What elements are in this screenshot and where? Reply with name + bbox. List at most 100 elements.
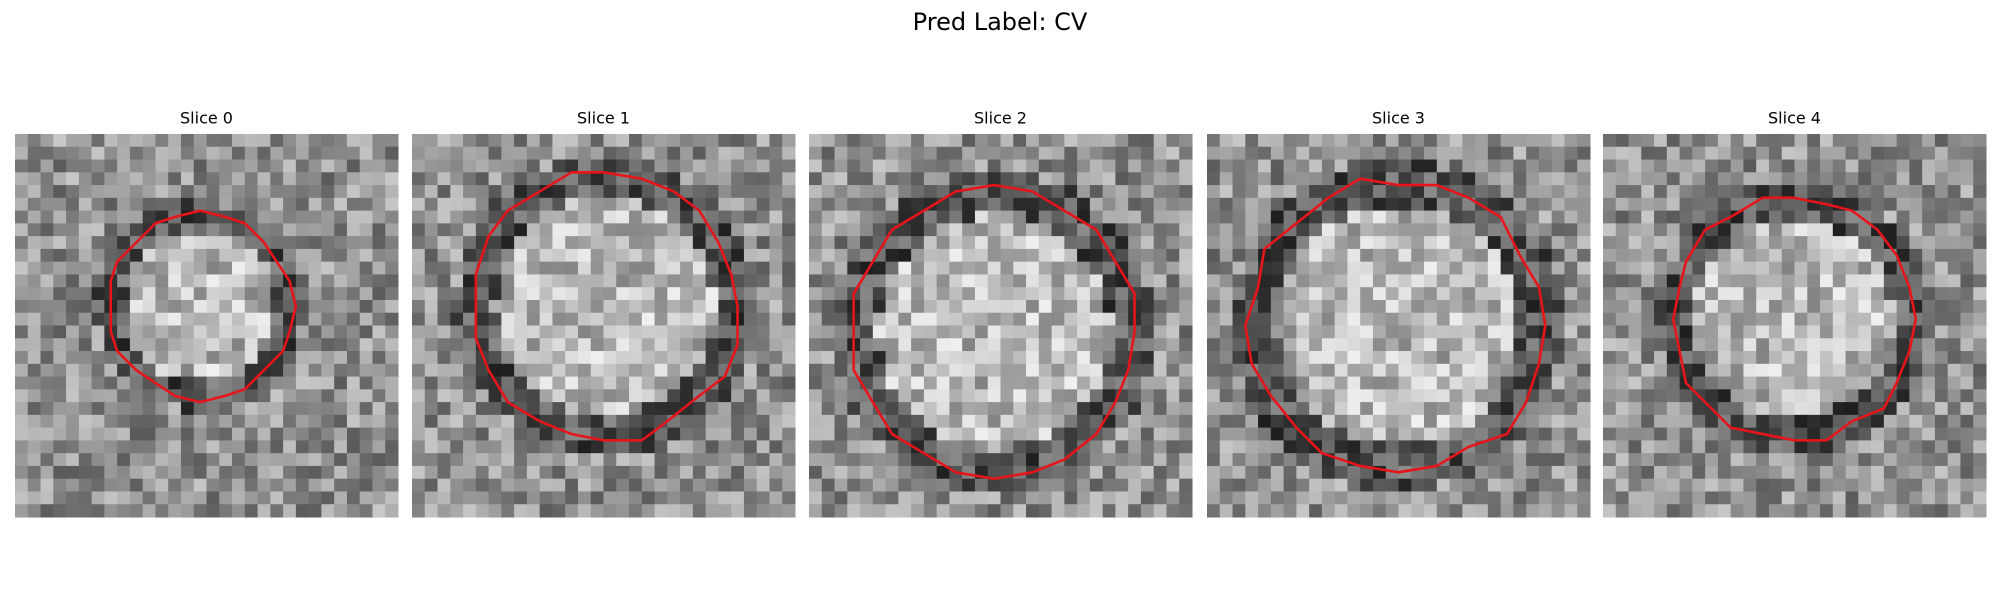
- pixel: [168, 159, 182, 173]
- pixel: [1051, 465, 1065, 480]
- pixel: [1102, 478, 1116, 492]
- pixel: [1372, 261, 1387, 275]
- pixel: [1411, 363, 1425, 378]
- pixel: [1513, 197, 1527, 212]
- pixel: [962, 134, 976, 148]
- pixel: [193, 299, 208, 314]
- pixel: [1064, 172, 1078, 186]
- pixel: [1871, 134, 1885, 148]
- pixel: [78, 248, 93, 263]
- pixel: [692, 414, 707, 429]
- pixel: [295, 261, 310, 275]
- pixel: [1641, 223, 1655, 237]
- pixel: [1385, 427, 1400, 441]
- pixel: [834, 248, 848, 263]
- pixel: [1115, 338, 1129, 352]
- pixel: [1756, 287, 1770, 301]
- pixel: [463, 402, 477, 416]
- pixel: [1411, 223, 1425, 237]
- pixel: [1934, 363, 1949, 378]
- pixel: [1883, 185, 1898, 199]
- pixel: [15, 274, 29, 288]
- pixel: [1487, 351, 1502, 365]
- pixel: [78, 440, 93, 454]
- pixel: [1321, 248, 1336, 263]
- pixel: [923, 363, 938, 378]
- pixel: [577, 274, 592, 288]
- pixel: [1000, 261, 1014, 275]
- pixel: [1730, 287, 1744, 301]
- pixel: [911, 351, 925, 365]
- pixel: [488, 134, 502, 148]
- pixel: [1296, 504, 1310, 518]
- pixel: [1207, 299, 1221, 314]
- pixel: [91, 248, 105, 263]
- pixel: [1934, 223, 1949, 237]
- pixel: [1551, 172, 1565, 186]
- pixel: [1000, 146, 1014, 161]
- pixel: [66, 427, 80, 441]
- pixel: [412, 414, 426, 429]
- pixel: [629, 414, 643, 429]
- pixel: [1424, 146, 1438, 161]
- pixel: [155, 478, 169, 492]
- pixel: [1692, 287, 1706, 301]
- pixel: [1385, 146, 1400, 161]
- pixel: [155, 504, 169, 518]
- pixel: [257, 351, 271, 365]
- pixel: [1232, 325, 1246, 339]
- pixel: [334, 197, 348, 212]
- pixel: [1730, 274, 1744, 288]
- pixel: [885, 210, 899, 224]
- pixel: [1807, 261, 1821, 275]
- pixel: [1064, 363, 1078, 378]
- pixel: [1654, 491, 1668, 505]
- pixel: [577, 376, 592, 390]
- pixel: [1705, 172, 1719, 186]
- pixel: [1820, 478, 1834, 492]
- pixel: [603, 134, 617, 148]
- pixel: [1781, 440, 1796, 454]
- pixel: [1717, 440, 1732, 454]
- pixel: [1922, 414, 1936, 429]
- pixel: [1909, 274, 1923, 288]
- pixel: [1179, 427, 1193, 441]
- pixel: [898, 491, 912, 505]
- pixel: [526, 312, 541, 327]
- pixel: [1666, 427, 1681, 441]
- pixel: [1858, 299, 1872, 314]
- pixel: [1858, 261, 1872, 275]
- pixel: [731, 453, 745, 467]
- pixel: [1334, 197, 1348, 212]
- pixel: [1654, 389, 1668, 403]
- pixel: [821, 389, 836, 403]
- pixel: [911, 338, 925, 352]
- pixel: [1089, 440, 1104, 454]
- pixel: [1462, 261, 1476, 275]
- pixel: [1309, 491, 1323, 505]
- pixel: [437, 453, 451, 467]
- pixel: [1807, 146, 1821, 161]
- pixel: [987, 248, 1002, 263]
- pixel: [1283, 427, 1297, 441]
- pixel: [1064, 504, 1078, 518]
- pixel: [1436, 223, 1451, 237]
- pixel: [1475, 427, 1489, 441]
- pixel: [1245, 402, 1259, 416]
- pixel: [437, 338, 451, 352]
- pixel: [1603, 491, 1617, 505]
- pixel: [987, 172, 1002, 186]
- pixel: [283, 453, 297, 467]
- pixel: [705, 338, 719, 352]
- pixel: [552, 146, 566, 161]
- pixel: [911, 274, 925, 288]
- pixel: [1743, 312, 1757, 327]
- pixel: [1743, 248, 1757, 263]
- pixel: [488, 478, 502, 492]
- pixel: [1360, 325, 1374, 339]
- pixel: [1102, 440, 1116, 454]
- pixel: [526, 504, 541, 518]
- pixel: [1064, 491, 1078, 505]
- pixel: [1513, 261, 1527, 275]
- pixel: [539, 159, 553, 173]
